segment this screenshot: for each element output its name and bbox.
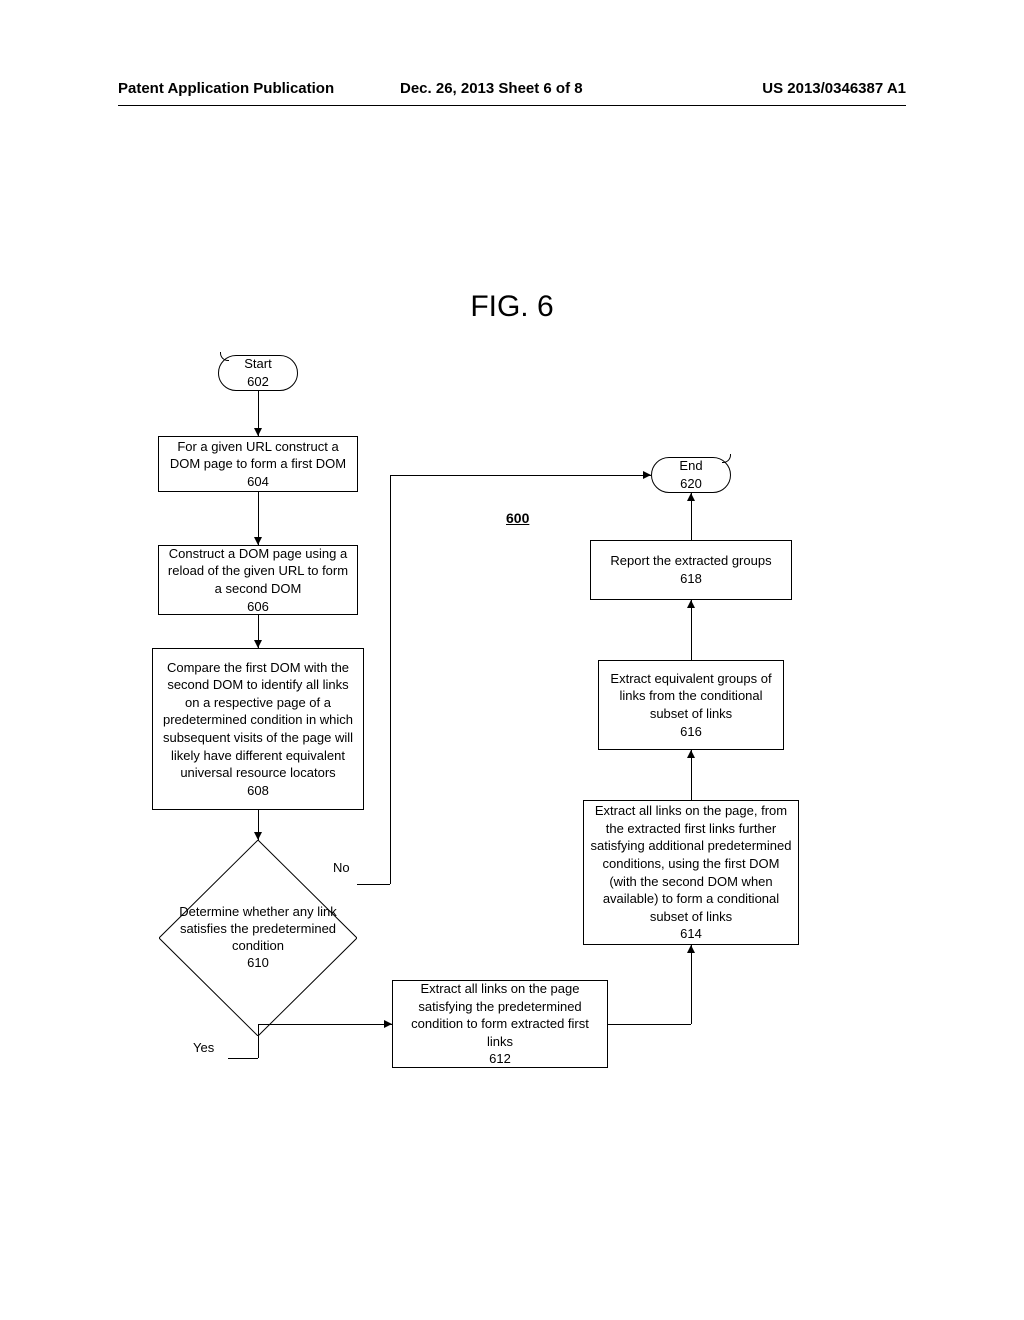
- process-604: For a given URL construct a DOM page to …: [158, 436, 358, 492]
- arrow-606-608: [254, 640, 262, 648]
- arrow-604-606: [254, 537, 262, 545]
- n604-num: 604: [247, 474, 269, 489]
- start-leader-curve: [220, 352, 229, 361]
- edge-yes-h: [228, 1058, 258, 1059]
- d610-num: 610: [247, 955, 269, 970]
- n616-num: 616: [680, 724, 702, 739]
- edge-616-618: [691, 600, 692, 660]
- edge-no-h2: [390, 475, 651, 476]
- n608-num: 608: [247, 783, 269, 798]
- arrow-start-604: [254, 428, 262, 436]
- header-right: US 2013/0346387 A1: [762, 80, 906, 97]
- arrow-no-end: [643, 471, 651, 479]
- n616-label: Extract equivalent groups of links from …: [610, 671, 771, 721]
- n606-label: Construct a DOM page using a reload of t…: [168, 546, 348, 596]
- n614-num: 614: [680, 926, 702, 941]
- n612-num: 612: [489, 1051, 511, 1066]
- arrow-614-616: [687, 750, 695, 758]
- edge-no-v1: [390, 475, 391, 884]
- process-606: Construct a DOM page using a reload of t…: [158, 545, 358, 615]
- figure-ref-num: 600: [506, 510, 529, 526]
- n604-label: For a given URL construct a DOM page to …: [170, 439, 346, 472]
- n612-label: Extract all links on the page satisfying…: [411, 981, 589, 1049]
- arrow-yes-612: [384, 1020, 392, 1028]
- edge-label-yes: Yes: [193, 1040, 214, 1055]
- n614-label: Extract all links on the page, from the …: [591, 803, 792, 923]
- end-label: End: [679, 457, 702, 475]
- d610-label: Determine whether any link satisfies the…: [179, 904, 337, 953]
- arrow-618-end: [687, 493, 695, 501]
- terminator-start: Start 602: [218, 355, 298, 391]
- figure-title: FIG. 6: [0, 290, 1024, 324]
- process-608: Compare the first DOM with the second DO…: [152, 648, 364, 810]
- process-614: Extract all links on the page, from the …: [583, 800, 799, 945]
- edge-no-h1: [357, 884, 390, 885]
- n606-num: 606: [247, 599, 269, 614]
- arrow-612-614: [687, 945, 695, 953]
- terminator-end: End 620: [651, 457, 731, 493]
- start-label: Start: [244, 355, 271, 373]
- header-left: Patent Application Publication: [118, 80, 334, 97]
- edge-yes-drop: [258, 1024, 259, 1036]
- process-612: Extract all links on the page satisfying…: [392, 980, 608, 1068]
- header-center: Dec. 26, 2013 Sheet 6 of 8: [400, 80, 583, 97]
- decision-610: Determine whether any link satisfies the…: [159, 840, 357, 1036]
- n618-label: Report the extracted groups: [610, 553, 771, 568]
- end-leader-curve: [722, 454, 731, 463]
- edge-label-no: No: [333, 860, 350, 875]
- page: Patent Application Publication Dec. 26, …: [0, 0, 1024, 1320]
- n608-label: Compare the first DOM with the second DO…: [163, 660, 353, 780]
- n618-num: 618: [680, 571, 702, 586]
- arrow-608-610: [254, 832, 262, 840]
- end-num: 620: [679, 475, 702, 493]
- edge-yes-main: [258, 1024, 384, 1025]
- start-num: 602: [244, 373, 271, 391]
- edge-yes-v: [258, 1036, 259, 1058]
- arrow-616-618: [687, 600, 695, 608]
- process-618: Report the extracted groups 618: [590, 540, 792, 600]
- header-rule: [118, 105, 906, 106]
- process-616: Extract equivalent groups of links from …: [598, 660, 784, 750]
- edge-612-614-v: [691, 945, 692, 1024]
- page-header: Patent Application Publication Dec. 26, …: [0, 80, 1024, 100]
- edge-612-614-h: [608, 1024, 691, 1025]
